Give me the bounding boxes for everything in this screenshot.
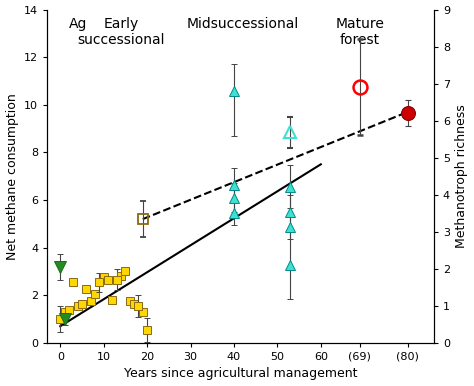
Y-axis label: Methanotroph richness: Methanotroph richness xyxy=(456,104,468,248)
Text: Ag: Ag xyxy=(69,17,87,31)
Y-axis label: Net methane consumption: Net methane consumption xyxy=(6,93,18,259)
Text: Mature
forest: Mature forest xyxy=(336,17,384,47)
X-axis label: Years since agricultural management: Years since agricultural management xyxy=(124,367,357,381)
Text: Early
successional: Early successional xyxy=(77,17,165,47)
Text: Midsuccessional: Midsuccessional xyxy=(187,17,299,31)
